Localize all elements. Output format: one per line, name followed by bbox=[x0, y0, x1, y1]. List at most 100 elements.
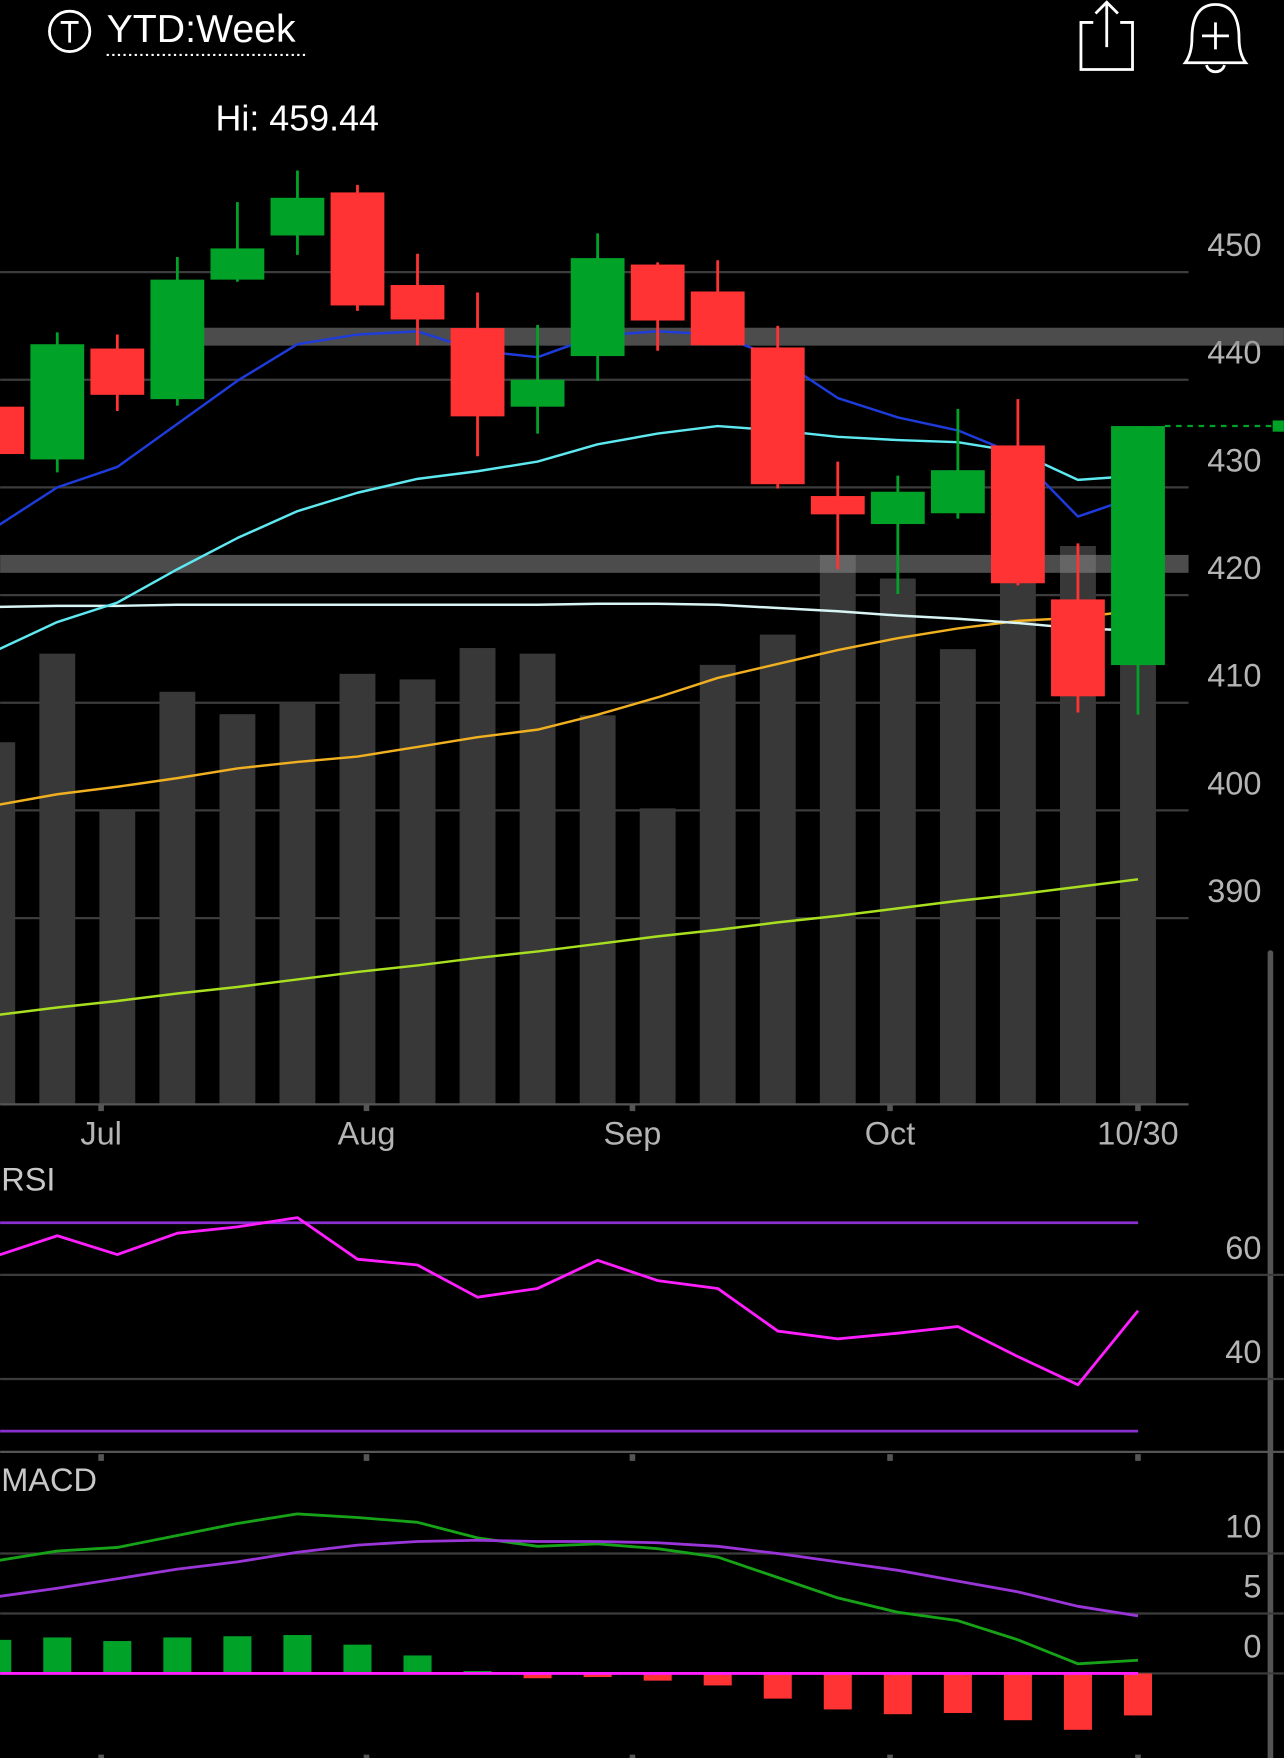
volume-bar bbox=[939, 649, 976, 1105]
histogram-bar bbox=[763, 1673, 792, 1699]
x-tick-label: Oct bbox=[865, 1115, 916, 1151]
volume-bar bbox=[999, 571, 1036, 1105]
y-tick-label: 410 bbox=[1207, 658, 1261, 694]
candle-body bbox=[0, 406, 25, 455]
candle-body bbox=[270, 197, 325, 236]
indicator-line bbox=[0, 424, 1139, 651]
bell-plus bbox=[1202, 22, 1229, 50]
indicator-line bbox=[0, 878, 1139, 1016]
candle-body bbox=[1111, 426, 1165, 666]
alert-button[interactable] bbox=[1182, 3, 1249, 74]
candle-body bbox=[810, 496, 865, 515]
candle-body bbox=[690, 291, 745, 346]
volume-bar bbox=[39, 653, 76, 1105]
volume-bar bbox=[0, 742, 16, 1105]
candle-body bbox=[750, 347, 805, 485]
histogram-bar bbox=[1063, 1673, 1092, 1730]
histogram-bar bbox=[1003, 1673, 1032, 1721]
histogram-bar bbox=[523, 1673, 552, 1679]
candle-body bbox=[570, 258, 625, 357]
histogram-bar bbox=[1123, 1673, 1152, 1716]
candle-body bbox=[30, 344, 85, 460]
histogram-bar bbox=[883, 1673, 912, 1715]
x-tick-label: Sep bbox=[604, 1115, 662, 1151]
y-tick-label: 0 bbox=[1243, 1628, 1261, 1664]
ticker-icon bbox=[48, 9, 92, 53]
candle-body bbox=[150, 279, 205, 400]
volume-bar bbox=[579, 715, 616, 1105]
candle-body bbox=[90, 348, 145, 395]
volume-bar bbox=[639, 808, 676, 1105]
candle-body bbox=[990, 445, 1045, 584]
y-tick-label: 450 bbox=[1207, 227, 1261, 263]
y-tick-label: 430 bbox=[1207, 442, 1261, 478]
indicator-line bbox=[0, 1512, 1139, 1666]
candle-body bbox=[510, 379, 565, 407]
volume-bar bbox=[759, 634, 796, 1105]
candle-body bbox=[390, 285, 445, 320]
ticker-icon-glyph bbox=[60, 21, 79, 43]
volume-bar bbox=[519, 653, 556, 1105]
x-tick-label: Aug bbox=[338, 1115, 396, 1151]
range-title[interactable]: YTD:Week bbox=[107, 7, 296, 51]
bell-icon bbox=[1182, 3, 1249, 65]
share-arrow bbox=[1094, 0, 1119, 48]
volume-bar bbox=[339, 673, 376, 1105]
histogram-bar bbox=[163, 1637, 192, 1674]
volume-bar bbox=[459, 648, 496, 1105]
share-button[interactable] bbox=[1079, 0, 1134, 71]
panel-title: MACD bbox=[1, 1462, 97, 1498]
histogram-bar bbox=[223, 1636, 252, 1674]
indicator-line bbox=[0, 330, 1139, 526]
volume-bar bbox=[279, 701, 316, 1105]
candle-body bbox=[210, 248, 265, 280]
volume-bar bbox=[159, 691, 196, 1105]
share-icon bbox=[1079, 21, 1134, 71]
volume-bar bbox=[879, 578, 916, 1105]
volume-bar bbox=[699, 664, 736, 1105]
indicator-line bbox=[0, 1216, 1140, 1387]
histogram-bar bbox=[103, 1641, 132, 1674]
level-band bbox=[0, 554, 1189, 573]
candle-body bbox=[1051, 599, 1105, 697]
bell-clapper bbox=[1205, 64, 1226, 74]
indicator-line bbox=[0, 602, 1139, 632]
volume-bar bbox=[219, 714, 256, 1105]
histogram-bar bbox=[703, 1673, 732, 1686]
histogram-bar bbox=[0, 1639, 12, 1674]
panel: 0 5 10 MACD bbox=[0, 1462, 1284, 1758]
x-tick-label: Jul bbox=[80, 1115, 122, 1151]
volume-bar bbox=[399, 679, 436, 1105]
y-tick-label: 400 bbox=[1207, 765, 1261, 801]
histogram-bar bbox=[943, 1673, 972, 1714]
y-tick-label: 10 bbox=[1225, 1508, 1261, 1544]
candle-body bbox=[870, 491, 925, 525]
candle-body bbox=[930, 470, 985, 514]
indicator-line bbox=[0, 1538, 1139, 1618]
volume-bar bbox=[99, 810, 136, 1105]
range-selector[interactable]: YTD:Week bbox=[48, 7, 306, 57]
candle-body bbox=[630, 264, 685, 321]
histogram-bar bbox=[823, 1673, 852, 1710]
histogram-bar bbox=[343, 1644, 372, 1674]
high-annotation: Hi: 459.44 bbox=[216, 99, 379, 139]
y-tick-label: 5 bbox=[1243, 1568, 1261, 1604]
histogram-bar bbox=[283, 1635, 312, 1674]
panel: 40 60 RSI bbox=[0, 1161, 1284, 1461]
histogram-bar bbox=[43, 1637, 72, 1674]
histogram-bar bbox=[643, 1673, 672, 1681]
indicator-line bbox=[0, 608, 1139, 806]
y-tick-label: 390 bbox=[1207, 873, 1261, 909]
y-tick-label: 60 bbox=[1225, 1230, 1261, 1266]
panel-title: RSI bbox=[1, 1161, 55, 1197]
histogram-bar bbox=[403, 1655, 432, 1674]
candle-body bbox=[450, 328, 505, 417]
y-tick-label: 40 bbox=[1225, 1334, 1261, 1370]
histogram-bar bbox=[583, 1673, 612, 1678]
volume-bar bbox=[819, 554, 856, 1105]
last-price-marker bbox=[1272, 420, 1284, 432]
x-tick-label: 10/30 bbox=[1097, 1115, 1178, 1151]
